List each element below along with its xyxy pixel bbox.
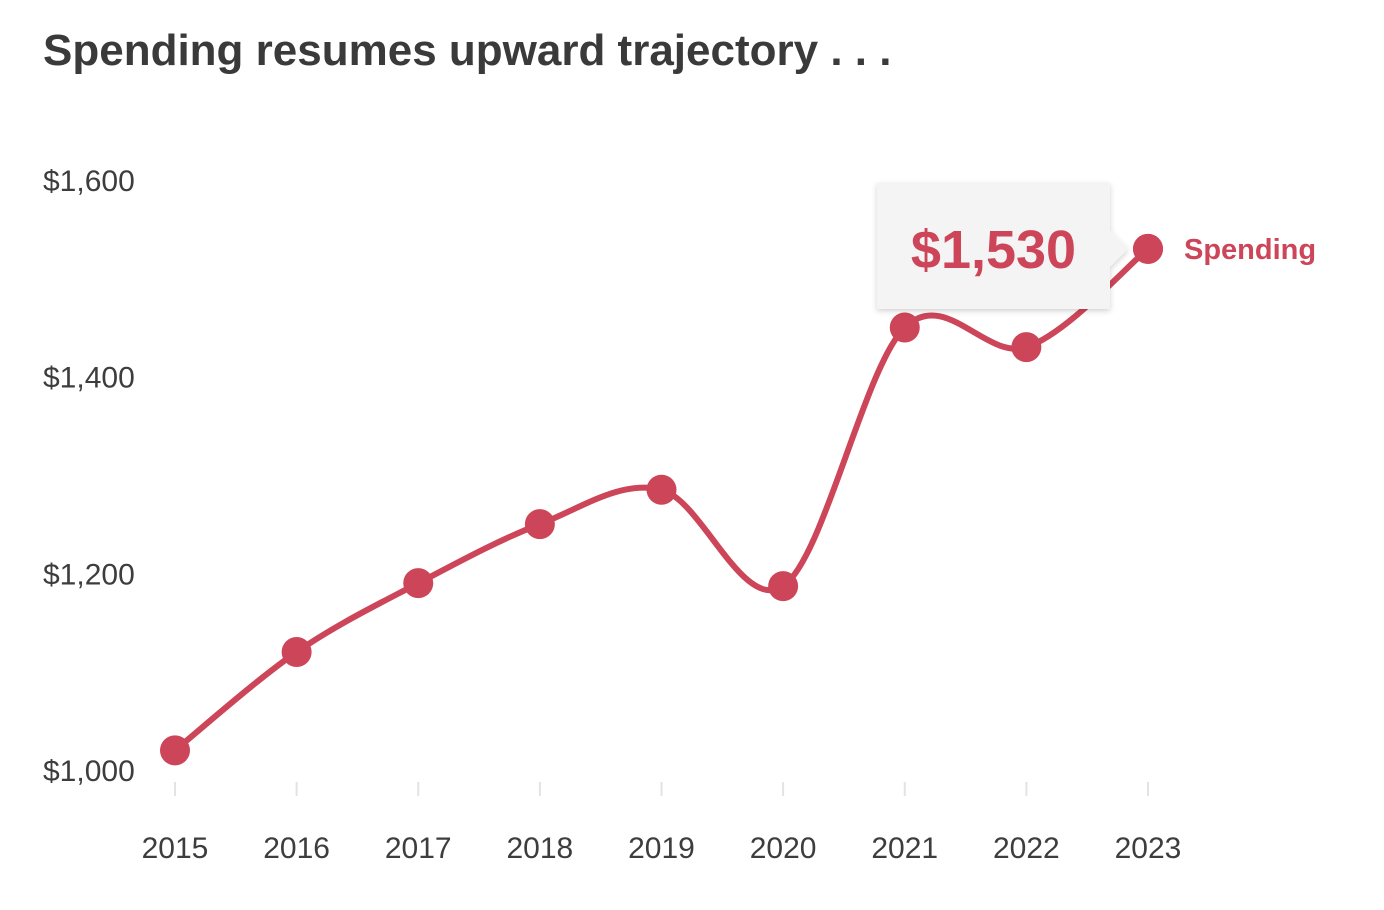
x-tick-label: 2021 [871,832,938,865]
x-tick-label: 2018 [507,832,574,865]
x-tick-label: 2017 [385,832,452,865]
x-tick-label: 2023 [1115,832,1182,865]
y-axis: $1,000 $1,200 $1,400 $1,600 [43,165,135,788]
chart-title: Spending resumes upward trajectory . . . [43,26,892,75]
x-tick-label: 2016 [263,832,330,865]
x-tick-label: 2019 [628,832,695,865]
y-tick-label: $1,400 [43,362,135,395]
data-point-2016[interactable] [281,637,312,667]
y-tick-label: $1,200 [43,558,135,591]
series-line [172,245,1151,754]
tooltip-box [877,183,1128,309]
data-point-2018[interactable] [524,509,555,540]
data-point-2019[interactable] [646,474,677,505]
data-point-2017[interactable] [403,568,434,599]
tooltip: $1,530 [877,183,1163,309]
x-tick-label: 2022 [993,832,1060,865]
tooltip-value: $1,530 [911,220,1076,280]
series-layer: Spending [160,233,1316,766]
x-axis: 2015 2016 2017 2018 2019 2020 2021 2022 2023 [142,782,1182,865]
data-point-2015[interactable] [160,735,190,766]
series-label: Spending [1184,234,1316,266]
x-tick-label: 2020 [750,832,817,865]
y-tick-label: $1,600 [43,165,135,198]
data-point-2021[interactable] [889,312,920,343]
y-tick-label: $1,000 [43,755,135,788]
x-tick-label: 2015 [142,832,209,865]
data-point-2022[interactable] [1011,332,1042,363]
hovered-data-point[interactable] [1133,233,1163,264]
data-point-2020[interactable] [768,571,799,602]
